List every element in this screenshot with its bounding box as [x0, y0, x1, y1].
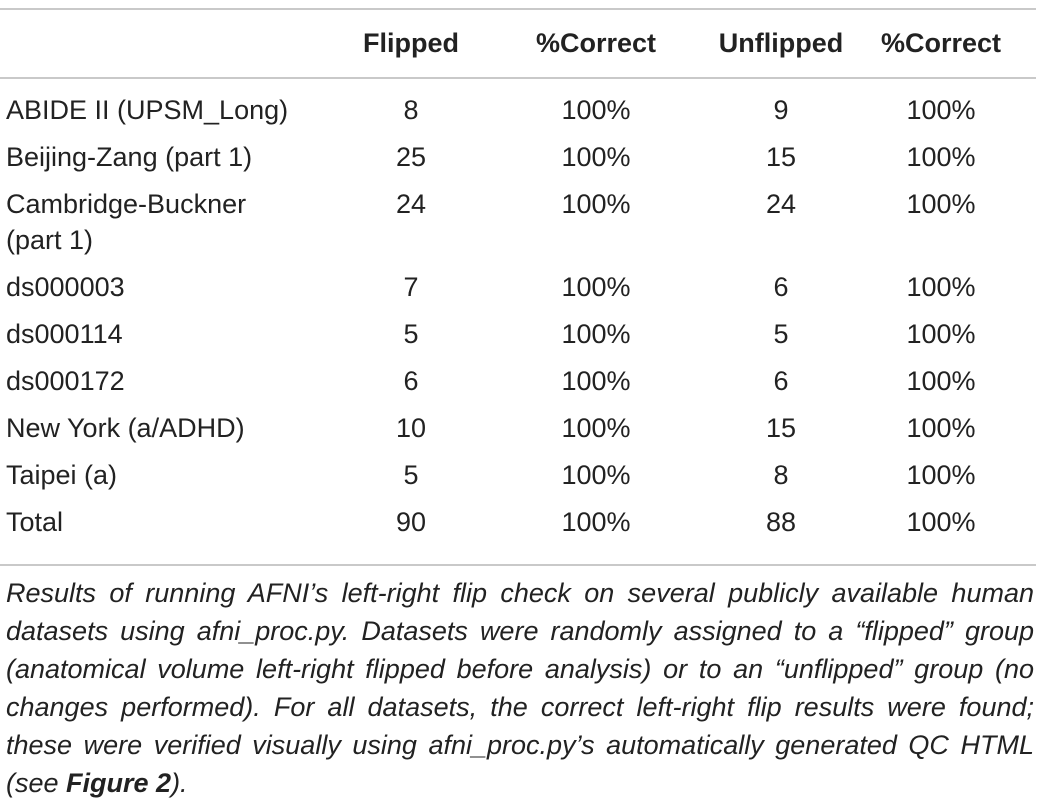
cell-flipped-correct: 100%: [561, 507, 631, 537]
cell-flipped: 25: [395, 142, 427, 172]
cell-unflipped-correct: 100%: [906, 413, 976, 443]
cell-unflipped: 15: [765, 142, 797, 172]
cell-unflipped-correct: 100%: [906, 319, 976, 349]
cell-flipped-correct: 100%: [561, 272, 631, 302]
table-row-total: Total 90 100% 88 100%: [0, 493, 1036, 540]
caption-suffix: ).: [171, 768, 188, 798]
cell-unflipped: 8: [773, 460, 789, 490]
cell-dataset: Beijing-Zang (part 1): [6, 142, 253, 172]
cell-unflipped-correct: 100%: [906, 366, 976, 396]
cell-unflipped-correct: 100%: [906, 460, 976, 490]
cell-dataset: ds000172: [6, 366, 125, 396]
cell-dataset: Total: [6, 507, 64, 537]
cell-flipped: 90: [395, 507, 427, 537]
cell-flipped: 24: [395, 189, 427, 219]
header-flipped: Flipped: [363, 28, 459, 58]
cell-dataset: ABIDE II (UPSM_Long): [6, 95, 289, 125]
cell-flipped-correct: 100%: [561, 460, 631, 490]
figure-reference-link[interactable]: Figure 2: [66, 768, 172, 798]
cell-unflipped-correct: 100%: [906, 142, 976, 172]
table-row: Taipei (a) 5 100% 8 100%: [0, 446, 1036, 493]
cell-flipped-correct: 100%: [561, 189, 631, 219]
cell-flipped: 8: [403, 95, 419, 125]
header-unflipped-correct: %Correct: [880, 28, 1002, 58]
cell-unflipped: 88: [765, 507, 797, 537]
cell-unflipped: 9: [773, 95, 789, 125]
table-bottom-rule: [0, 564, 1036, 566]
cell-dataset: Cambridge-Buckner (part 1): [0, 175, 346, 258]
table-row: Beijing-Zang (part 1) 25 100% 15 100%: [0, 128, 1036, 175]
cell-flipped: 10: [395, 413, 427, 443]
cell-flipped-correct: 100%: [561, 319, 631, 349]
header-unflipped: Unflipped: [718, 28, 844, 58]
table-top-rule: [0, 8, 1036, 10]
cell-flipped-correct: 100%: [561, 95, 631, 125]
table-header-rule: [0, 77, 1036, 79]
cell-flipped-correct: 100%: [561, 366, 631, 396]
cell-flipped-correct: 100%: [561, 142, 631, 172]
cell-flipped-correct: 100%: [561, 413, 631, 443]
cell-unflipped-correct: 100%: [906, 272, 976, 302]
cell-unflipped: 24: [765, 189, 797, 219]
cell-unflipped: 15: [765, 413, 797, 443]
table-row: Cambridge-Buckner (part 1) 24 100% 24 100…: [0, 175, 1036, 258]
cell-flipped: 5: [403, 460, 419, 490]
cell-flipped: 6: [403, 366, 419, 396]
table-row: ds000114 5 100% 5 100%: [0, 305, 1036, 352]
header-dataset: [0, 10, 346, 77]
cell-dataset: New York (a/ADHD): [6, 413, 245, 443]
cell-unflipped: 5: [773, 319, 789, 349]
cell-unflipped: 6: [773, 272, 789, 302]
header-flipped-correct: %Correct: [535, 28, 657, 58]
cell-dataset: ds000003: [6, 272, 125, 302]
table-row: ds000172 6 100% 6 100%: [0, 352, 1036, 399]
results-table: Flipped %Correct Unflipped %Correct ABID…: [0, 10, 1036, 540]
cell-unflipped-correct: 100%: [906, 95, 976, 125]
cell-dataset-line1: Cambridge-Buckner: [6, 189, 247, 219]
caption-text: Results of running AFNI’s left-right fli…: [6, 578, 1034, 798]
cell-flipped: 7: [403, 272, 419, 302]
cell-dataset: ds000114: [6, 319, 123, 349]
table-row: ds000003 7 100% 6 100%: [0, 258, 1036, 305]
cell-unflipped: 6: [773, 366, 789, 396]
cell-unflipped-correct: 100%: [906, 507, 976, 537]
table-row: New York (a/ADHD) 10 100% 15 100%: [0, 399, 1036, 446]
cell-unflipped-correct: 100%: [906, 189, 976, 219]
table-header-row: Flipped %Correct Unflipped %Correct: [0, 10, 1036, 77]
table-row: ABIDE II (UPSM_Long) 8 100% 9 100%: [0, 77, 1036, 128]
cell-dataset: Taipei (a): [6, 460, 118, 490]
table-caption: Results of running AFNI’s left-right fli…: [6, 574, 1034, 802]
cell-flipped: 5: [403, 319, 419, 349]
cell-dataset-line2: (part 1): [6, 225, 94, 255]
